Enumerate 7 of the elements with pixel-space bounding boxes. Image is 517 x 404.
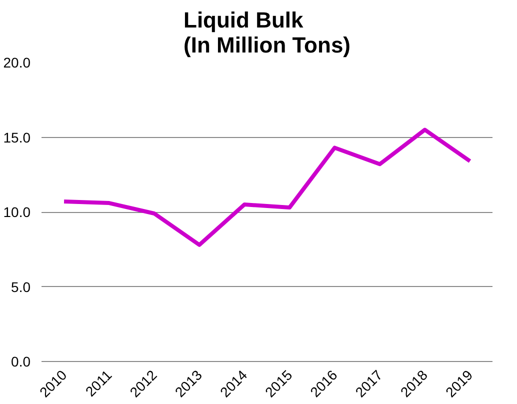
y-tick-label: 0.0 [11, 354, 31, 370]
y-tick-label: 10.0 [3, 204, 31, 220]
chart-title: Liquid Bulk (In Million Tons) [184, 8, 350, 58]
line-series [62, 128, 472, 247]
y-tick-label: 15.0 [3, 129, 31, 146]
y-tick-label: 20.0 [3, 54, 31, 70]
y-tick-label: 5.0 [11, 278, 31, 295]
